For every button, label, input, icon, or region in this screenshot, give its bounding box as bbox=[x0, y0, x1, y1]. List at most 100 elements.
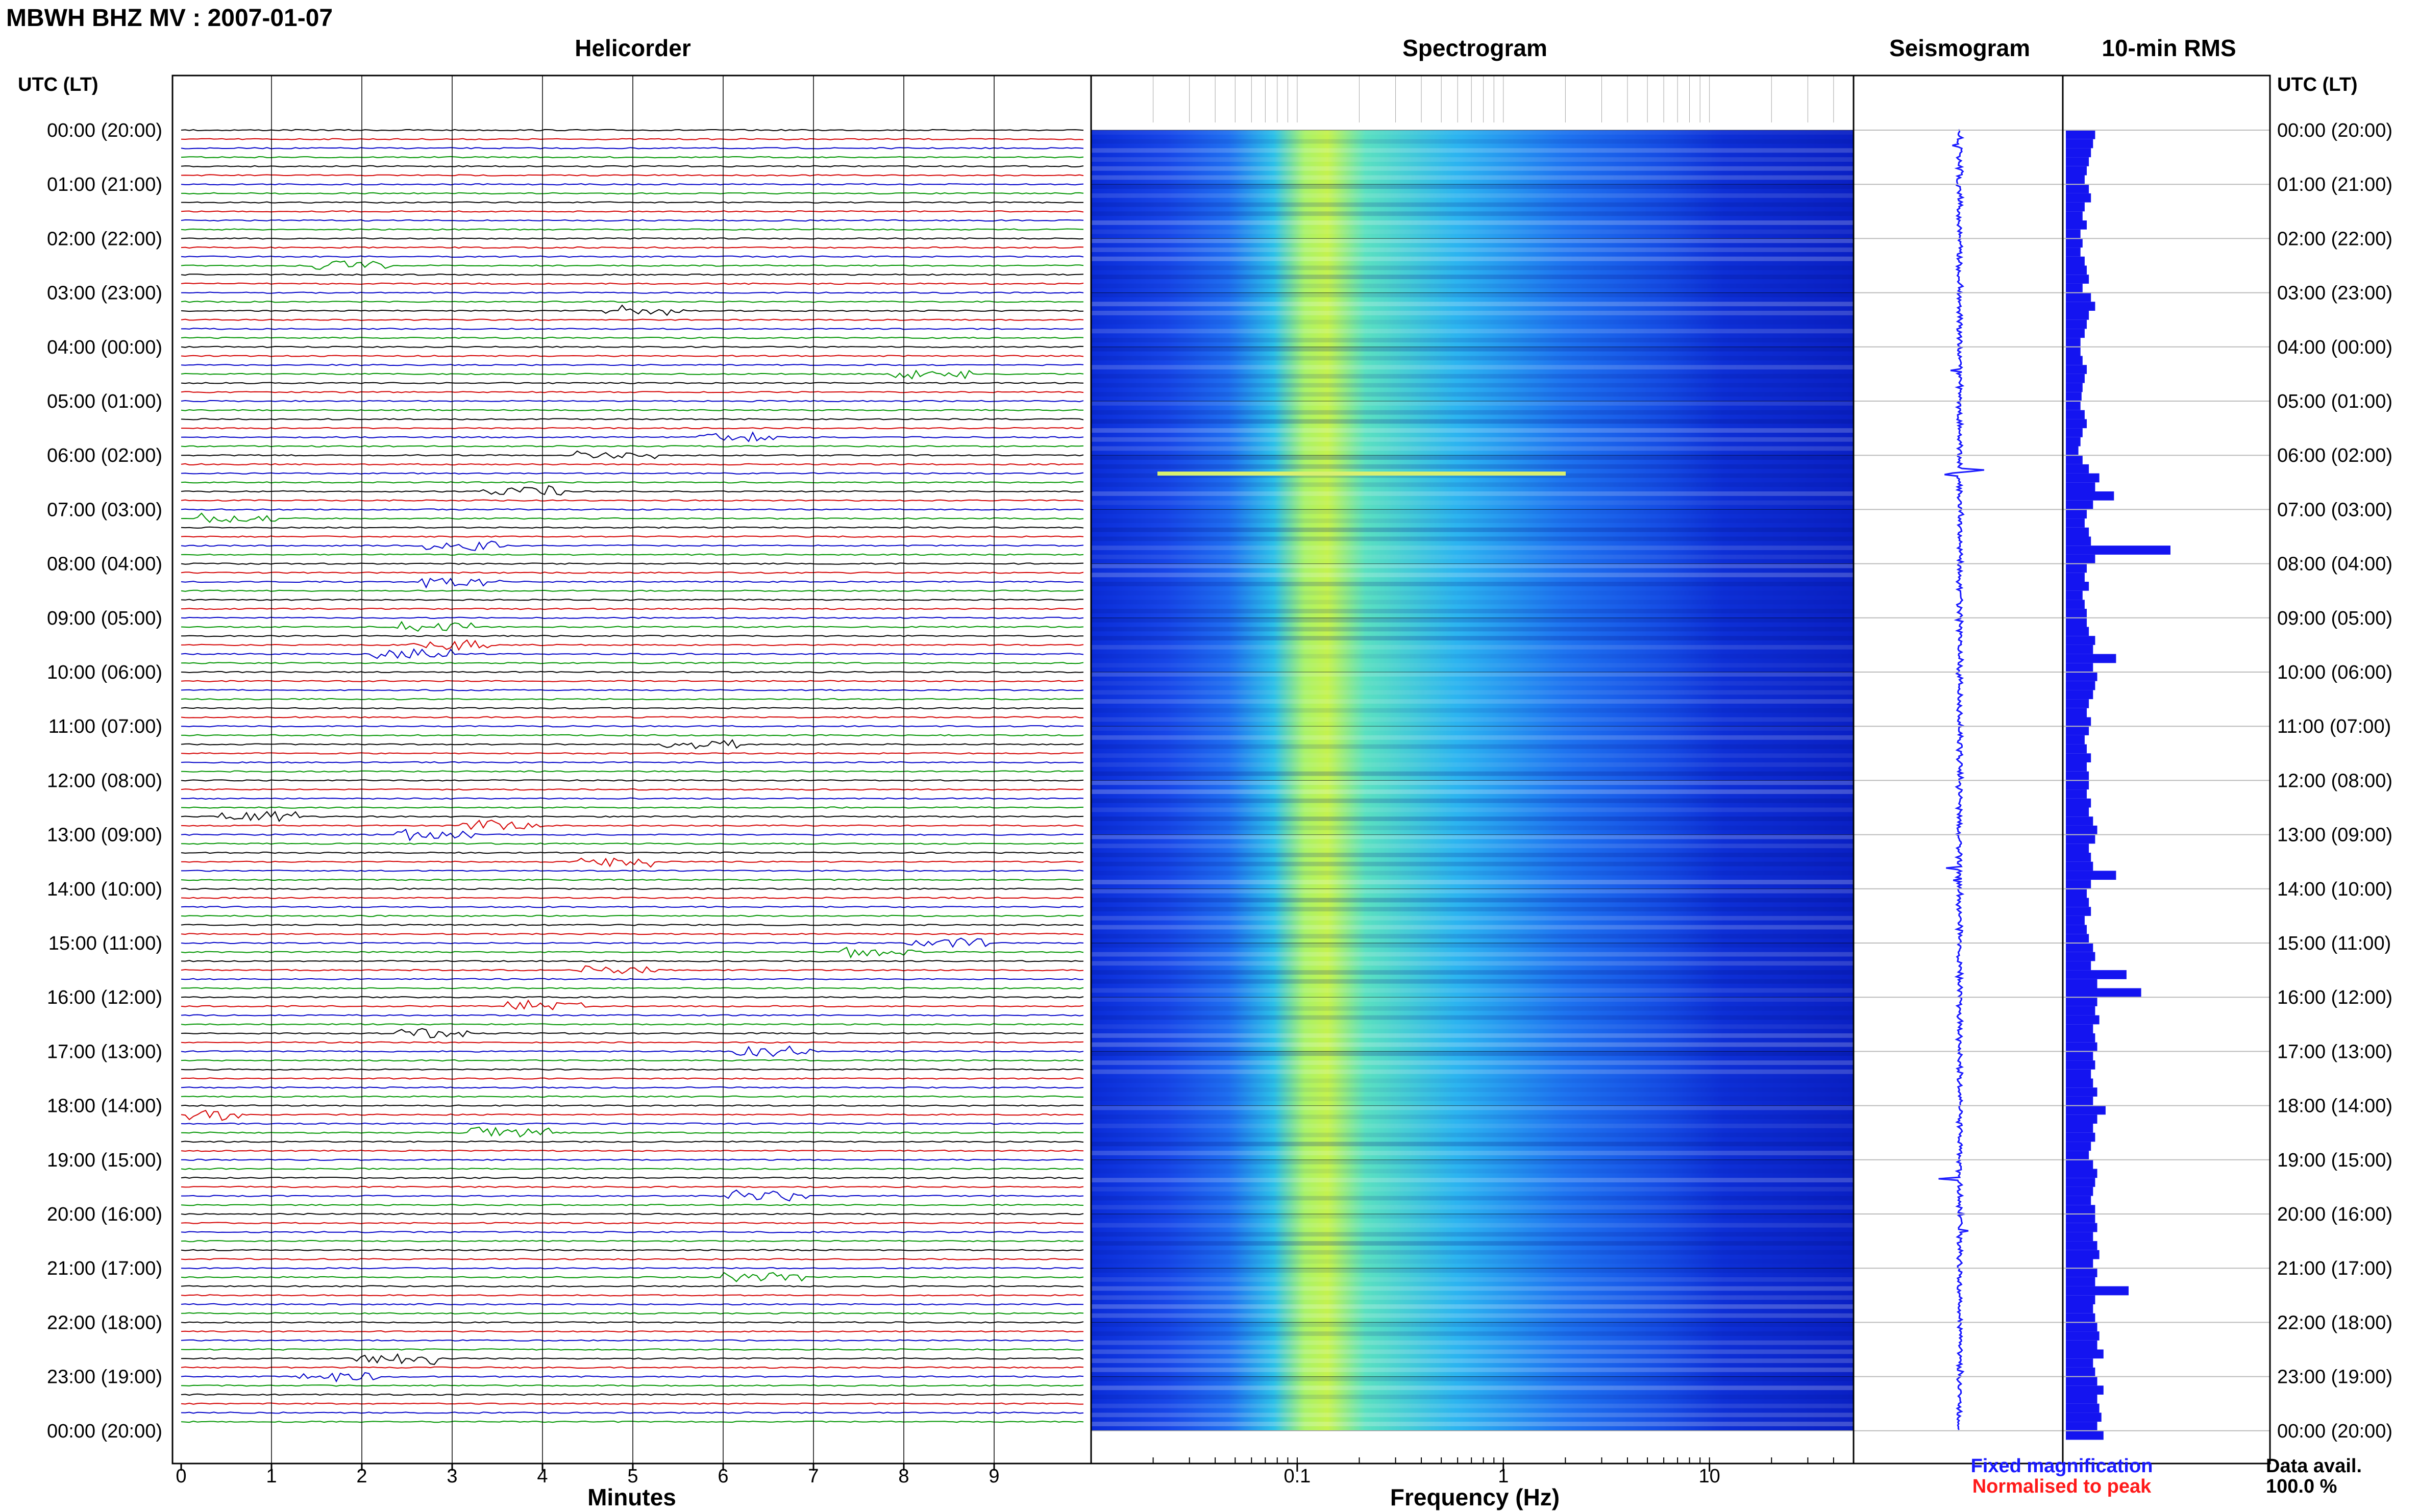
spectrogram-row bbox=[1091, 1358, 1854, 1364]
helicorder-trace bbox=[181, 291, 1084, 294]
helicorder-trace bbox=[181, 680, 1084, 682]
spectrogram-row bbox=[1091, 1169, 1854, 1174]
rms-bar bbox=[2066, 256, 2085, 266]
helicorder-trace bbox=[181, 183, 1084, 186]
helicorder-trace bbox=[181, 301, 1084, 303]
rms-bar bbox=[2066, 1250, 2100, 1259]
helicorder-trace bbox=[181, 851, 1084, 854]
spectrogram-row bbox=[1091, 1214, 1854, 1219]
spectrogram-row bbox=[1091, 446, 1854, 451]
rms-bar bbox=[2066, 1277, 2095, 1286]
rms-bar bbox=[2066, 1358, 2093, 1368]
spectrogram-row bbox=[1091, 229, 1854, 234]
time-tick-label-right: 18:00 (14:00) bbox=[2277, 1096, 2392, 1117]
helicorder-trace bbox=[181, 857, 1084, 868]
frequency-axis-label: Frequency (Hz) bbox=[1390, 1484, 1560, 1510]
time-tick-label-right: 16:00 (12:00) bbox=[2277, 987, 2392, 1008]
rms-bar bbox=[2066, 220, 2087, 230]
rms-bar bbox=[2066, 1124, 2093, 1133]
rms-bar bbox=[2066, 1087, 2097, 1097]
rms-bar bbox=[2066, 997, 2097, 1006]
spectrogram-row bbox=[1091, 365, 1854, 370]
spectrogram-row bbox=[1091, 789, 1854, 794]
rms-bar bbox=[2066, 907, 2091, 916]
spectrogram-row bbox=[1091, 898, 1854, 903]
rms-bar bbox=[2066, 880, 2091, 889]
helicorder-trace bbox=[181, 870, 1084, 872]
rms-bar bbox=[2066, 573, 2085, 582]
rms-bar bbox=[2066, 428, 2083, 437]
rms-bar bbox=[2066, 762, 2087, 772]
minutes-axis-label: Minutes bbox=[587, 1484, 676, 1510]
spectrogram-row bbox=[1091, 1376, 1854, 1381]
rms-bar bbox=[2066, 1196, 2091, 1205]
helicorder-trace bbox=[181, 607, 1084, 610]
spectrogram-row bbox=[1091, 861, 1854, 866]
spectrogram-row bbox=[1091, 563, 1854, 568]
time-tick-label-left: 17:00 (13:00) bbox=[47, 1041, 162, 1062]
helicorder-trace bbox=[181, 648, 1084, 659]
time-tick-label-left: 02:00 (22:00) bbox=[47, 228, 162, 250]
spectrogram-row bbox=[1091, 265, 1854, 270]
helicorder-trace bbox=[181, 1176, 1084, 1179]
rms-bar bbox=[2066, 554, 2095, 564]
helicorder-trace bbox=[181, 842, 1083, 845]
helicorder-trace bbox=[181, 391, 1084, 393]
rms-bar bbox=[2066, 681, 2095, 690]
helicorder-trace bbox=[181, 634, 1084, 637]
rms-bar bbox=[2066, 1069, 2091, 1079]
helicorder-trace bbox=[181, 355, 1084, 357]
rms-bar bbox=[2066, 365, 2087, 374]
spectrogram-row bbox=[1091, 319, 1854, 325]
spectrogram-row bbox=[1091, 1340, 1854, 1345]
spectrogram-row bbox=[1091, 726, 1854, 731]
seismogram-trace bbox=[1938, 129, 1985, 1430]
data-avail-value: 100.0 % bbox=[2266, 1476, 2337, 1497]
spectrogram-row bbox=[1091, 428, 1854, 433]
rms-bar bbox=[2066, 455, 2083, 464]
time-tick-label-left: 10:00 (06:00) bbox=[47, 662, 162, 683]
minute-tick-label: 8 bbox=[898, 1466, 909, 1487]
rms-bar bbox=[2066, 374, 2085, 383]
rms-bar bbox=[2066, 356, 2083, 365]
rms-bar bbox=[2066, 1422, 2097, 1431]
rms-bar bbox=[2066, 319, 2087, 329]
rms-bar bbox=[2066, 600, 2085, 609]
rms-bar bbox=[2066, 410, 2085, 419]
spectrogram-row bbox=[1091, 943, 1854, 948]
helicorder-trace bbox=[181, 689, 1084, 691]
rms-bar bbox=[2066, 1232, 2093, 1242]
spectrogram-row bbox=[1091, 816, 1854, 822]
helicorder-trace bbox=[181, 1294, 1084, 1297]
helicorder-trace bbox=[181, 1312, 1084, 1315]
rms-bar bbox=[2066, 446, 2079, 456]
helicorder-trace bbox=[181, 1158, 1083, 1161]
spectrogram-row bbox=[1091, 166, 1854, 171]
spectrogram-title: Spectrogram bbox=[1402, 35, 1547, 61]
helicorder-trace bbox=[181, 508, 1084, 511]
minute-tick-label: 6 bbox=[718, 1466, 728, 1487]
helicorder-trace bbox=[181, 328, 1084, 330]
rms-bar bbox=[2066, 844, 2089, 853]
helicorder-trace bbox=[181, 820, 1084, 830]
helicorder-trace bbox=[181, 770, 1084, 773]
time-tick-label-right: 01:00 (21:00) bbox=[2277, 174, 2392, 195]
spectrogram-row bbox=[1091, 617, 1854, 623]
legend-normalised-to-peak: Normalised to peak bbox=[1972, 1476, 2152, 1497]
rms-bar bbox=[2066, 1395, 2097, 1404]
time-tick-label-right: 08:00 (04:00) bbox=[2277, 554, 2392, 575]
spectrogram-row bbox=[1091, 988, 1854, 993]
time-tick-label-left: 04:00 (00:00) bbox=[47, 337, 162, 358]
helicorder-trace bbox=[181, 431, 1084, 442]
frequency-tick-label: 10 bbox=[1699, 1466, 1720, 1487]
rms-bar bbox=[2066, 1096, 2093, 1106]
helicorder-trace bbox=[181, 1168, 1084, 1170]
helicorder-trace bbox=[181, 363, 1084, 366]
rms-bar bbox=[2066, 1430, 2104, 1440]
spectrogram-row bbox=[1091, 825, 1854, 830]
rms-bar bbox=[2066, 1114, 2097, 1124]
helicorder-trace bbox=[181, 987, 1084, 989]
helicorder-trace bbox=[181, 1393, 1084, 1396]
spectrogram-row bbox=[1091, 256, 1854, 261]
helicorder-trace bbox=[181, 138, 1084, 140]
